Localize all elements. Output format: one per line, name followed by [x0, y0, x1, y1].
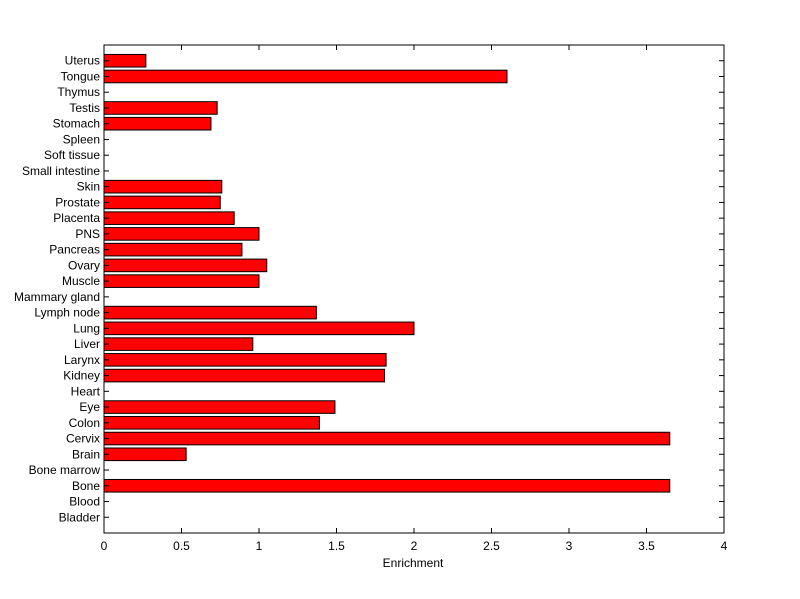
y-tick-label: Brain — [72, 447, 100, 461]
y-tick-label: Placenta — [53, 211, 100, 225]
y-tick-label: Kidney — [63, 369, 100, 383]
axes-box — [103, 44, 725, 534]
bar-larynx — [103, 353, 387, 367]
bar-lung — [103, 321, 415, 336]
bar-cervix — [103, 431, 671, 446]
y-tick-label: Bladder — [59, 510, 100, 524]
bar-colon — [103, 416, 320, 430]
bar-liver — [103, 337, 254, 351]
x-tick-label: 4 — [721, 539, 728, 553]
y-tick-label: Bone marrow — [29, 463, 101, 477]
x-axis-title: Enrichment — [383, 556, 444, 570]
y-tick-label: Spleen — [63, 132, 100, 146]
x-tick-label: 3.5 — [638, 539, 655, 553]
y-tick-label: PNS — [75, 227, 100, 241]
x-tick-label: 0.5 — [173, 539, 190, 553]
y-tick-label: Blood — [69, 495, 100, 509]
bar-muscle — [103, 274, 260, 288]
x-tick-labels: 0 0.5 1 1.5 2 2.5 3 3.5 4 — [101, 539, 728, 553]
y-tick-label: Uterus — [65, 54, 100, 68]
y-tick-label: Colon — [69, 416, 100, 430]
y-tick-label: Bone — [72, 479, 100, 493]
y-tick-label: Liver — [74, 337, 100, 351]
x-tick-label: 2.5 — [483, 539, 500, 553]
bar-testis — [103, 101, 218, 115]
bar-bone — [103, 478, 671, 493]
x-tick-label: 2 — [411, 539, 418, 553]
bar-kidney — [103, 368, 386, 383]
y-tick-label: Stomach — [53, 117, 100, 131]
bar-ovary — [103, 258, 268, 273]
bar-prostate — [103, 195, 221, 210]
bar-stomach — [103, 116, 212, 131]
x-tick-label: 3 — [566, 539, 573, 553]
y-tick-label: Skin — [77, 180, 100, 194]
bar-lymph-node — [103, 305, 317, 320]
y-tick-label: Thymus — [57, 85, 100, 99]
y-tick-label: Prostate — [55, 195, 100, 209]
bar-placenta — [103, 211, 235, 225]
y-tick-label: Lymph node — [34, 306, 100, 320]
y-tick-label: Mammary gland — [14, 290, 100, 304]
y-tick-label: Testis — [69, 101, 100, 115]
x-tick-label: 1.5 — [328, 539, 345, 553]
bar-uterus — [103, 53, 147, 68]
y-tick-label: Pancreas — [49, 243, 100, 257]
y-tick-label: Heart — [71, 384, 101, 398]
y-tick-label: Tongue — [61, 69, 101, 83]
bar-pancreas — [103, 242, 243, 257]
y-tick-label: Lung — [73, 321, 100, 335]
x-tick-label: 1 — [256, 539, 263, 553]
bar-skin — [103, 179, 223, 194]
bar-pns — [103, 227, 260, 241]
y-tick-label: Larynx — [64, 353, 100, 367]
bar-eye — [103, 400, 336, 414]
y-tick-label: Ovary — [68, 258, 100, 272]
bar-tongue — [103, 69, 508, 84]
y-tick-label: Soft tissue — [44, 148, 100, 162]
y-tick-label: Cervix — [66, 432, 100, 446]
y-tick-label: Muscle — [62, 274, 100, 288]
y-tick-label: Eye — [79, 400, 100, 414]
bar-brain — [103, 447, 187, 462]
x-tick-label: 0 — [101, 539, 108, 553]
y-tick-label: Small intestine — [22, 164, 100, 178]
